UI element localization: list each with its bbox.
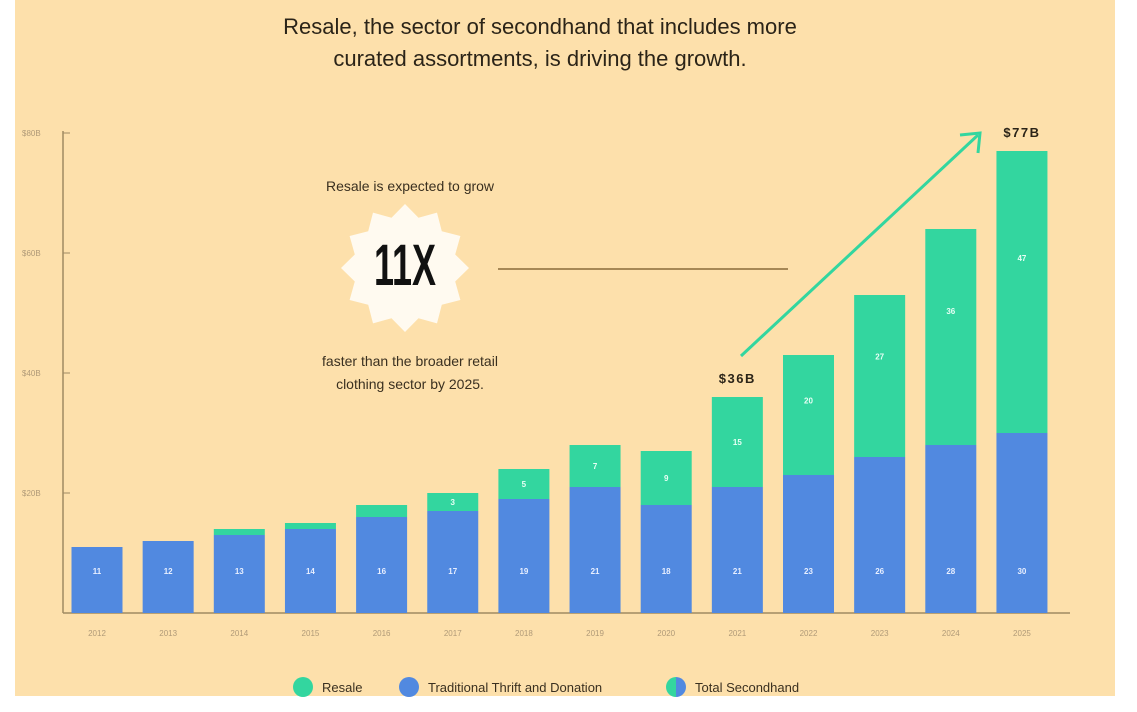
x-tick-label: 2019 (586, 629, 604, 638)
bar-label-traditional: 17 (448, 567, 457, 576)
bar-label-traditional: 12 (164, 567, 173, 576)
bar-resale-2014 (213, 529, 265, 535)
legend-label: Resale (322, 679, 363, 695)
x-tick-label: 2025 (1013, 629, 1031, 638)
bar-traditional-2024 (925, 445, 977, 613)
bar-traditional-2025 (996, 433, 1048, 613)
legend-item-traditional: Traditional Thrift and Donation (399, 677, 602, 697)
bar-resale-2017 (427, 493, 479, 511)
x-tick-label: 2018 (515, 629, 533, 638)
y-tick-label: $80B (22, 129, 41, 138)
x-tick-label: 2023 (871, 629, 889, 638)
bar-label-traditional: 21 (591, 567, 600, 576)
starburst-badge (341, 204, 469, 332)
bar-label-traditional: 30 (1017, 567, 1026, 576)
x-tick-label: 2021 (728, 629, 746, 638)
growth-arrow-icon (739, 131, 982, 358)
bar-label-resale: 7 (593, 462, 598, 471)
legend-swatch-traditional (399, 677, 419, 697)
x-tick-label: 2020 (657, 629, 675, 638)
bar-traditional-2013 (142, 541, 194, 613)
bar-resale-2022 (783, 355, 834, 475)
bar-label-resale: 20 (804, 397, 813, 406)
bar-resale-2024 (925, 229, 977, 445)
bar-label-resale: 5 (522, 480, 527, 489)
bar-label-resale: 9 (664, 474, 669, 483)
callout-multiplier: 11X (374, 233, 436, 298)
y-tick-label: $20B (22, 489, 41, 498)
bar-label-traditional: 19 (519, 567, 528, 576)
bar-label-resale: 27 (875, 353, 884, 362)
bar-label-traditional: 14 (306, 567, 315, 576)
legend-item-resale: Resale (293, 677, 362, 697)
y-tick-label: $40B (22, 369, 41, 378)
legend-label: Traditional Thrift and Donation (428, 679, 603, 695)
bar-resale-2018 (498, 469, 550, 499)
legend-item-total: Total Secondhand (666, 677, 799, 697)
bar-resale-2021 (711, 397, 763, 487)
legend-swatch-total (666, 677, 686, 697)
chart-title-line-1: Resale, the sector of secondhand that in… (283, 14, 797, 39)
bar-traditional-2016 (356, 517, 408, 613)
bar-resale-2025 (996, 151, 1048, 433)
callout-line-1: Resale is expected to grow (325, 178, 495, 194)
callout-line-3: clothing sector by 2025. (336, 376, 484, 392)
bar-traditional-2012 (71, 547, 123, 613)
legend-label: Total Secondhand (695, 679, 800, 695)
bar-label-resale: 3 (451, 498, 456, 507)
bar-traditional-2014 (213, 535, 265, 613)
bar-traditional-2020 (640, 505, 692, 613)
x-tick-label: 2015 (302, 629, 320, 638)
bar-label-traditional: 26 (875, 567, 884, 576)
bar-label-traditional: 18 (662, 567, 671, 576)
x-tick-label: 2024 (942, 629, 960, 638)
bar-traditional-2023 (854, 457, 906, 613)
x-tick-label: 2022 (800, 629, 818, 638)
bar-label-traditional: 16 (377, 567, 386, 576)
bar-label-traditional: 23 (804, 567, 813, 576)
bar-label-traditional: 21 (733, 567, 742, 576)
x-tick-label: 2012 (88, 629, 106, 638)
total-label: $36B (719, 371, 756, 386)
legend-swatch-resale (293, 677, 313, 697)
callout-line-2: faster than the broader retail (322, 353, 498, 369)
chart-title-line-2: curated assortments, is driving the grow… (333, 46, 747, 71)
x-tick-label: 2014 (230, 629, 248, 638)
bar-traditional-2018 (498, 499, 550, 613)
bar-label-traditional: 11 (93, 567, 102, 576)
bar-traditional-2022 (783, 475, 834, 613)
x-tick-label: 2017 (444, 629, 462, 638)
bar-traditional-2021 (711, 487, 763, 613)
bar-label-traditional: 28 (946, 567, 955, 576)
bar-resale-2019 (569, 445, 621, 487)
bar-label-resale: 36 (946, 307, 955, 316)
bar-label-resale: 15 (733, 438, 742, 447)
bar-resale-2023 (854, 295, 906, 457)
bar-traditional-2015 (284, 529, 336, 613)
x-tick-label: 2016 (373, 629, 391, 638)
bar-traditional-2019 (569, 487, 621, 613)
bar-resale-2016 (356, 505, 408, 517)
bar-label-traditional: 13 (235, 567, 244, 576)
bar-label-resale: 47 (1017, 254, 1026, 263)
bar-resale-2015 (284, 523, 336, 529)
bar-traditional-2017 (427, 511, 479, 613)
x-tick-label: 2013 (159, 629, 177, 638)
total-label: $77B (1003, 125, 1040, 140)
y-tick-label: $60B (22, 249, 41, 258)
bar-resale-2020 (640, 451, 692, 505)
